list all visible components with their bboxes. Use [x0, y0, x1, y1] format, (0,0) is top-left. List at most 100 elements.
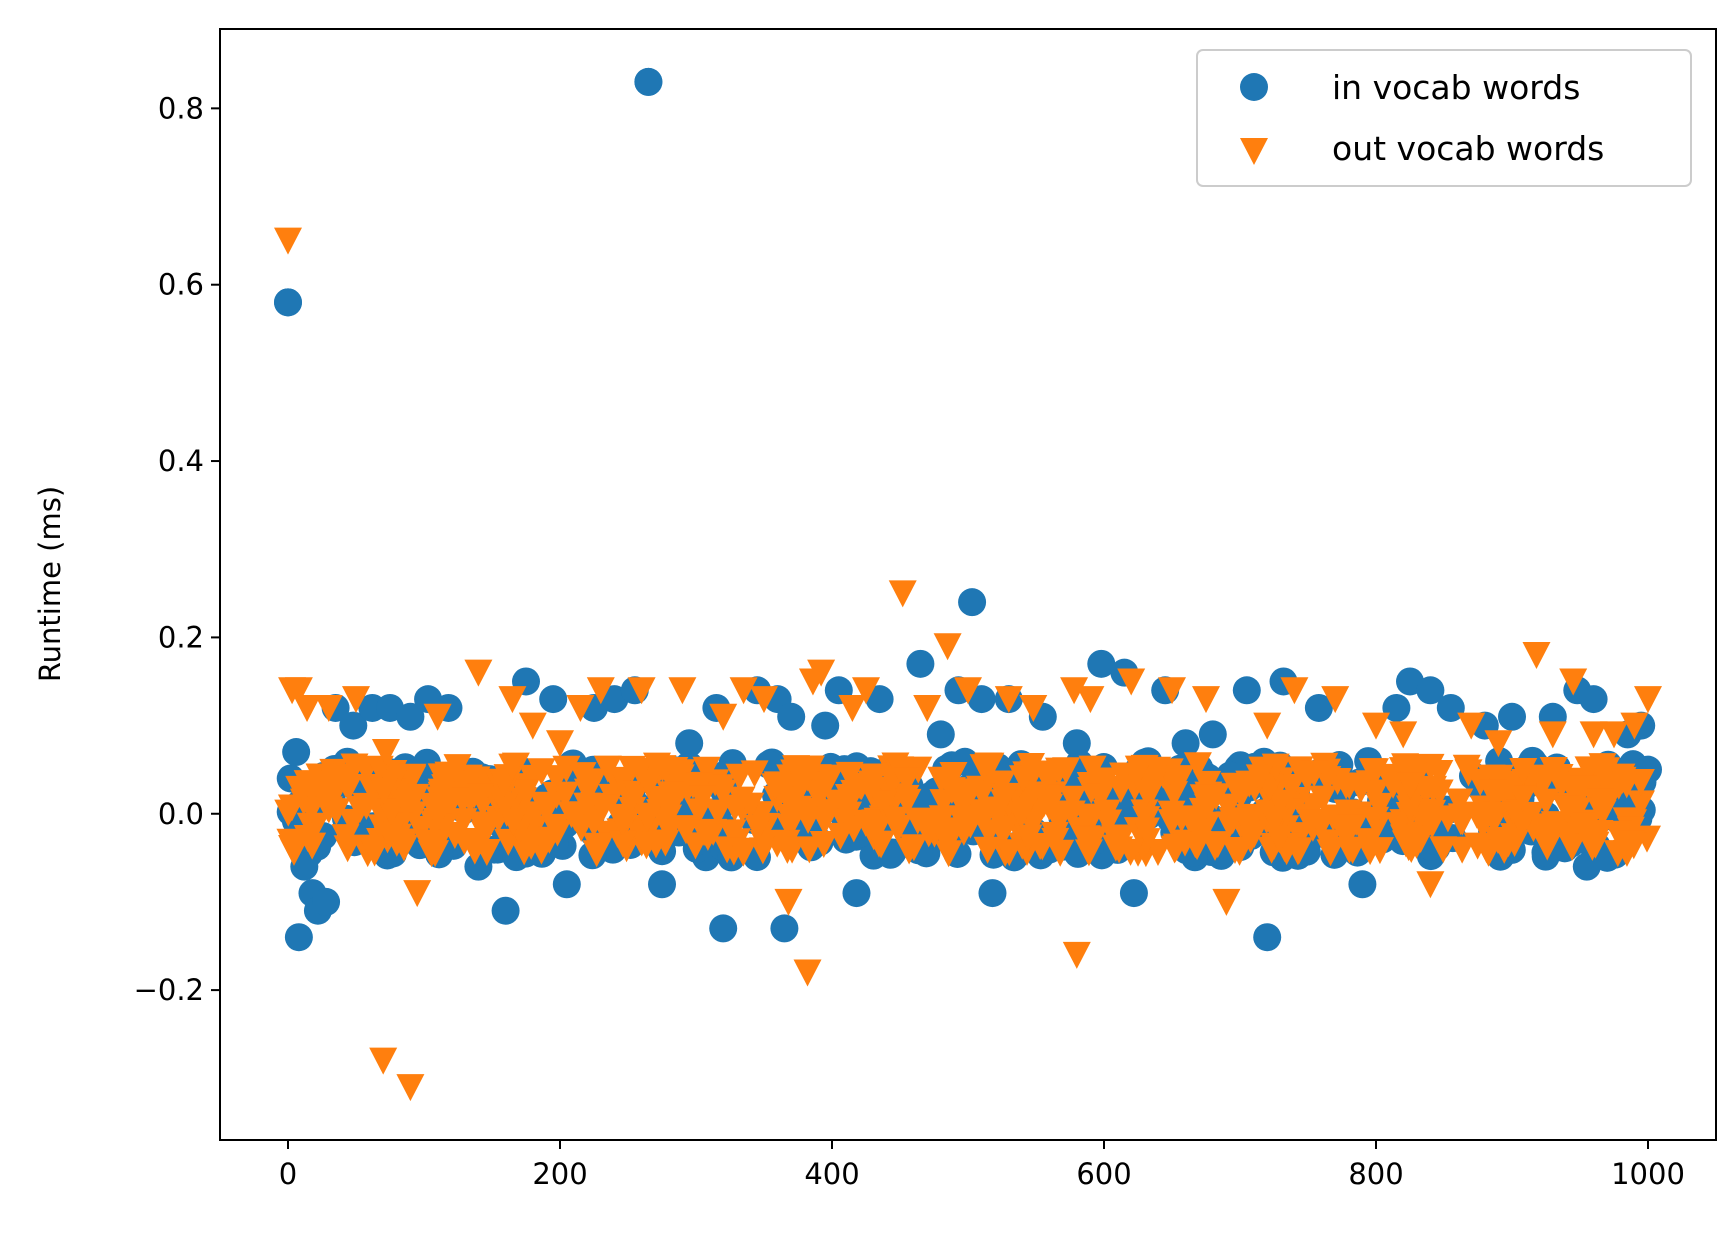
out-vocab-point — [1365, 792, 1394, 820]
out-vocab-point — [795, 836, 824, 864]
legend-label-in-vocab: in vocab words — [1332, 68, 1580, 107]
out-vocab-point — [1166, 765, 1195, 793]
out-vocab-point — [403, 880, 432, 908]
in-vocab-point — [842, 879, 871, 908]
in-vocab-point — [709, 914, 738, 943]
out-vocab-point — [1447, 803, 1476, 831]
out-vocab-point — [933, 633, 962, 661]
out-vocab-point — [727, 786, 756, 814]
out-vocab-point — [1076, 686, 1105, 714]
out-vocab-point — [1046, 839, 1075, 867]
out-vocab-point — [965, 775, 994, 803]
y-tick-label: 0.0 — [158, 797, 204, 831]
out-vocab-point — [816, 764, 845, 792]
out-vocab-point — [1586, 788, 1615, 816]
out-vocab-point — [1396, 772, 1425, 800]
out-vocab-point — [1360, 758, 1389, 786]
out-vocab-point — [1132, 779, 1161, 807]
out-vocab-point — [1494, 830, 1523, 858]
out-vocab-point — [1079, 826, 1108, 854]
out-vocab-point — [1333, 799, 1362, 827]
out-vocab-point — [298, 832, 327, 860]
out-vocab-point — [490, 792, 519, 820]
out-vocab-point — [1260, 807, 1289, 835]
in-vocab-point — [396, 702, 425, 731]
out-vocab-point — [1235, 770, 1264, 798]
out-vocab-point — [389, 828, 418, 856]
out-vocab-point — [703, 799, 732, 827]
legend: in vocab words out vocab words — [1196, 49, 1692, 187]
in-vocab-point — [675, 729, 704, 758]
in-vocab-point — [539, 685, 568, 714]
in-vocab-point — [1119, 879, 1148, 908]
x-tick-label: 0 — [279, 1157, 297, 1191]
x-tick-label: 200 — [532, 1157, 587, 1191]
in-vocab-point — [552, 870, 581, 899]
out-vocab-point — [1541, 814, 1570, 842]
out-vocab-point — [377, 798, 406, 826]
out-vocab-point — [1161, 835, 1190, 863]
out-vocab-point — [459, 830, 488, 858]
y-tick-label: 0.8 — [158, 91, 204, 125]
out-vocab-point — [1568, 812, 1597, 840]
out-vocab-point — [1448, 836, 1477, 864]
out-vocab-point — [903, 807, 932, 835]
out-vocab-point — [954, 677, 982, 705]
out-vocab-point — [899, 834, 928, 862]
out-vocab-point — [423, 829, 452, 857]
out-vocab-point — [987, 770, 1016, 798]
out-vocab-point — [802, 780, 831, 808]
out-vocab-point — [796, 755, 825, 783]
out-vocab-point — [1296, 809, 1325, 837]
out-vocab-point — [881, 806, 910, 834]
in-vocab-point — [865, 685, 894, 714]
out-vocab-point — [371, 739, 400, 767]
out-vocab-point — [567, 814, 596, 842]
out-vocab-point — [1626, 790, 1655, 818]
out-vocab-point — [793, 959, 822, 987]
in-vocab-point — [1348, 870, 1377, 899]
out-vocab-point — [588, 794, 617, 822]
out-vocab-point — [634, 769, 663, 797]
out-vocab-point — [1362, 712, 1390, 740]
out-vocab-point — [1214, 793, 1243, 821]
out-vocab-point — [1280, 677, 1309, 705]
out-vocab-point — [1300, 760, 1329, 788]
legend-label-out-vocab: out vocab words — [1332, 129, 1604, 168]
out-vocab-point — [1197, 786, 1226, 814]
out-vocab-point — [1588, 800, 1617, 828]
out-vocab-point — [566, 694, 595, 722]
out-vocab-point — [1425, 759, 1454, 787]
out-vocab-point — [1600, 721, 1628, 749]
out-vocab-point — [449, 808, 478, 836]
in-vocab-point — [312, 887, 341, 916]
out-vocab-point — [314, 694, 343, 722]
out-vocab-point — [923, 809, 952, 837]
out-vocab-point — [851, 809, 880, 837]
out-vocab-point — [1183, 752, 1212, 780]
series-out-vocab-dense — [274, 752, 1662, 868]
out-vocab-point — [466, 783, 495, 811]
legend-marker-in-vocab — [1240, 73, 1268, 101]
legend-box — [1196, 49, 1692, 187]
out-vocab-point — [973, 836, 1002, 864]
out-vocab-point — [1019, 694, 1048, 722]
out-vocab-point — [285, 775, 314, 803]
axes-frame — [219, 28, 1717, 1141]
out-vocab-point — [939, 761, 968, 789]
x-tick-label: 800 — [1348, 1157, 1403, 1191]
out-vocab-point — [360, 839, 389, 867]
out-vocab-point — [949, 818, 978, 846]
out-vocab-point — [1365, 837, 1394, 865]
in-vocab-point — [274, 288, 302, 317]
out-vocab-point — [893, 788, 922, 816]
out-vocab-point — [1452, 754, 1481, 782]
out-vocab-point — [988, 820, 1017, 848]
out-vocab-point — [774, 888, 803, 916]
out-vocab-point — [981, 796, 1010, 824]
out-vocab-point — [1484, 730, 1513, 758]
out-vocab-point — [1612, 771, 1641, 799]
out-vocab-point — [293, 694, 322, 722]
out-vocab-point — [338, 808, 367, 836]
